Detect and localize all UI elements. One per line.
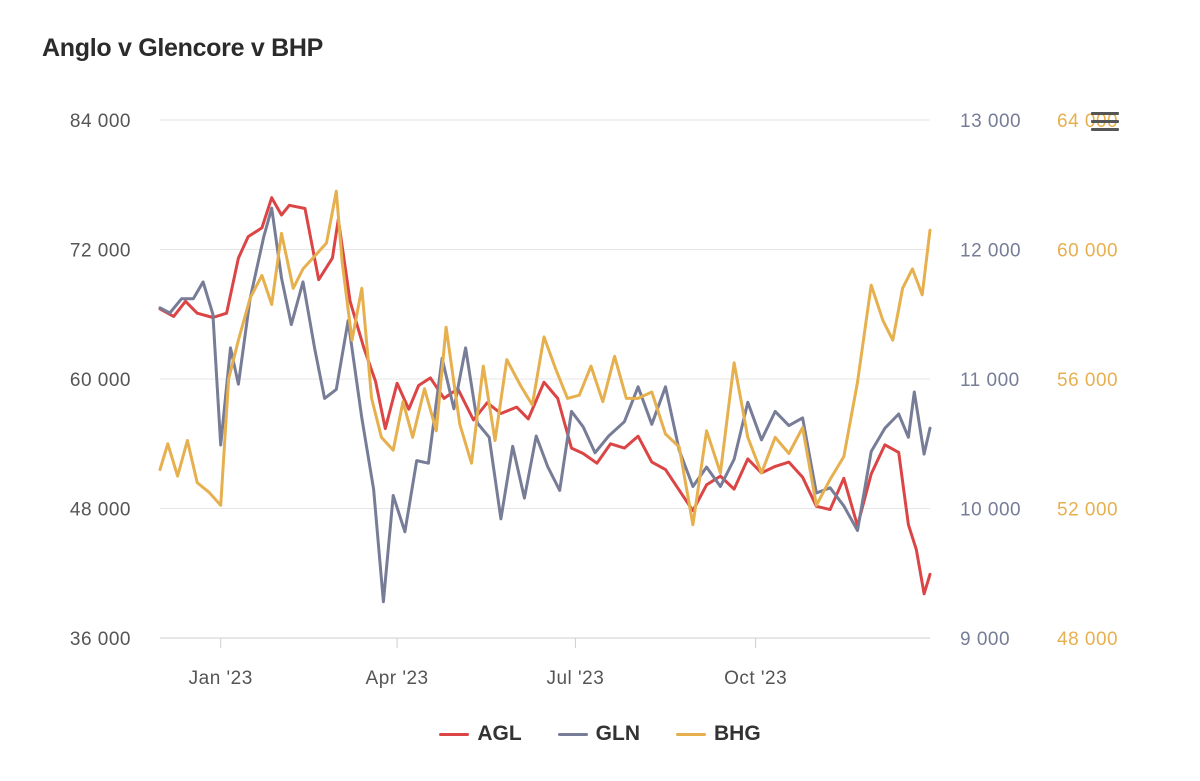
legend-swatch-bhg — [675, 732, 706, 736]
legend-swatch-gln — [557, 732, 588, 736]
hamburger-menu-icon — [1091, 128, 1119, 131]
left-axis-tick-label: 36 000 — [70, 629, 131, 650]
legend-item-bhg[interactable]: BHG — [675, 722, 761, 746]
gln-axis-tick-label: 13 000 — [960, 111, 1021, 132]
series-line-gln[interactable] — [158, 206, 932, 604]
hamburger-menu-icon — [1091, 120, 1119, 123]
gln-axis-tick-label: 10 000 — [960, 500, 1021, 521]
right-y-axis-bhg: 64 000 60 000 56 000 52 000 48 000 — [1057, 111, 1118, 650]
bhg-axis-tick-label: 48 000 — [1057, 629, 1118, 650]
legend-label-bhg: BHG — [713, 722, 761, 745]
x-axis: Jan '23 Apr '23 Jul '23 Oct '23 — [189, 638, 787, 689]
legend-label-gln: GLN — [595, 722, 640, 745]
gln-axis-tick-label: 12 000 — [960, 241, 1021, 262]
x-tick-label: Apr '23 — [366, 668, 429, 689]
hamburger-menu-icon — [1091, 112, 1119, 115]
chart-legend: AGL GLN BHG — [0, 722, 1200, 746]
series-line-agl[interactable] — [158, 196, 932, 596]
chart-menu-button[interactable] — [1088, 112, 1122, 142]
series-lines — [158, 189, 932, 604]
left-axis-tick-label: 84 000 — [70, 111, 131, 132]
bhg-axis-tick-label: 64 000 — [1057, 111, 1118, 132]
grid-lines — [160, 119, 930, 639]
bhg-axis-tick-label: 52 000 — [1057, 500, 1118, 521]
series-line-bhg[interactable] — [158, 189, 932, 527]
x-tick-label: Oct '23 — [724, 668, 787, 689]
gln-axis-tick-label: 11 000 — [960, 370, 1020, 391]
legend-swatch-agl — [439, 732, 470, 736]
chart-title: Anglo v Glencore v BHP — [42, 34, 323, 62]
bhg-axis-tick-label: 60 000 — [1057, 241, 1118, 262]
x-tick-label: Jul '23 — [546, 668, 604, 689]
left-axis-tick-label: 48 000 — [70, 500, 131, 521]
x-tick-label: Jan '23 — [189, 668, 253, 689]
legend-item-agl[interactable]: AGL — [439, 722, 522, 746]
bhg-axis-tick-label: 56 000 — [1057, 370, 1118, 391]
legend-item-gln[interactable]: GLN — [557, 722, 640, 746]
left-y-axis: 84 000 72 000 60 000 48 000 36 000 — [70, 111, 131, 650]
left-axis-tick-label: 72 000 — [70, 241, 131, 262]
right-y-axis-gln: 13 000 12 000 11 000 10 000 9 000 — [960, 111, 1021, 650]
legend-label-agl: AGL — [477, 722, 522, 745]
gln-axis-tick-label: 9 000 — [960, 629, 1010, 650]
left-axis-tick-label: 60 000 — [70, 370, 131, 391]
